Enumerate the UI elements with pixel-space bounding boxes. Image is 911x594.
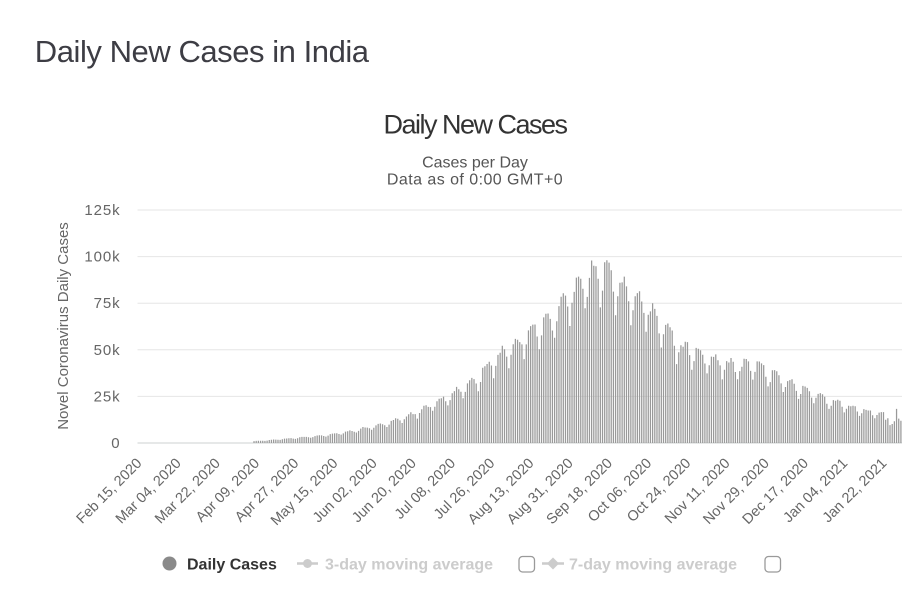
svg-text:Daily Cases: Daily Cases: [187, 557, 277, 574]
svg-text:Novel Coronavirus Daily Cases: Novel Coronavirus Daily Cases: [55, 222, 72, 430]
svg-text:3-day moving average: 3-day moving average: [325, 557, 493, 574]
svg-text:Cases per Day: Cases per Day: [422, 155, 528, 172]
svg-text:75k: 75k: [94, 295, 121, 312]
svg-text:50k: 50k: [94, 342, 121, 359]
svg-text:100k: 100k: [84, 249, 120, 266]
svg-text:Data as of 0:00 GMT+0: Data as of 0:00 GMT+0: [387, 172, 563, 189]
svg-text:Daily New Cases in India: Daily New Cases in India: [35, 34, 370, 69]
svg-text:25k: 25k: [94, 388, 121, 405]
svg-text:7-day moving average: 7-day moving average: [569, 557, 737, 574]
svg-text:125k: 125k: [84, 202, 120, 219]
svg-text:Daily New Cases: Daily New Cases: [383, 110, 567, 140]
svg-text:0: 0: [111, 435, 120, 452]
